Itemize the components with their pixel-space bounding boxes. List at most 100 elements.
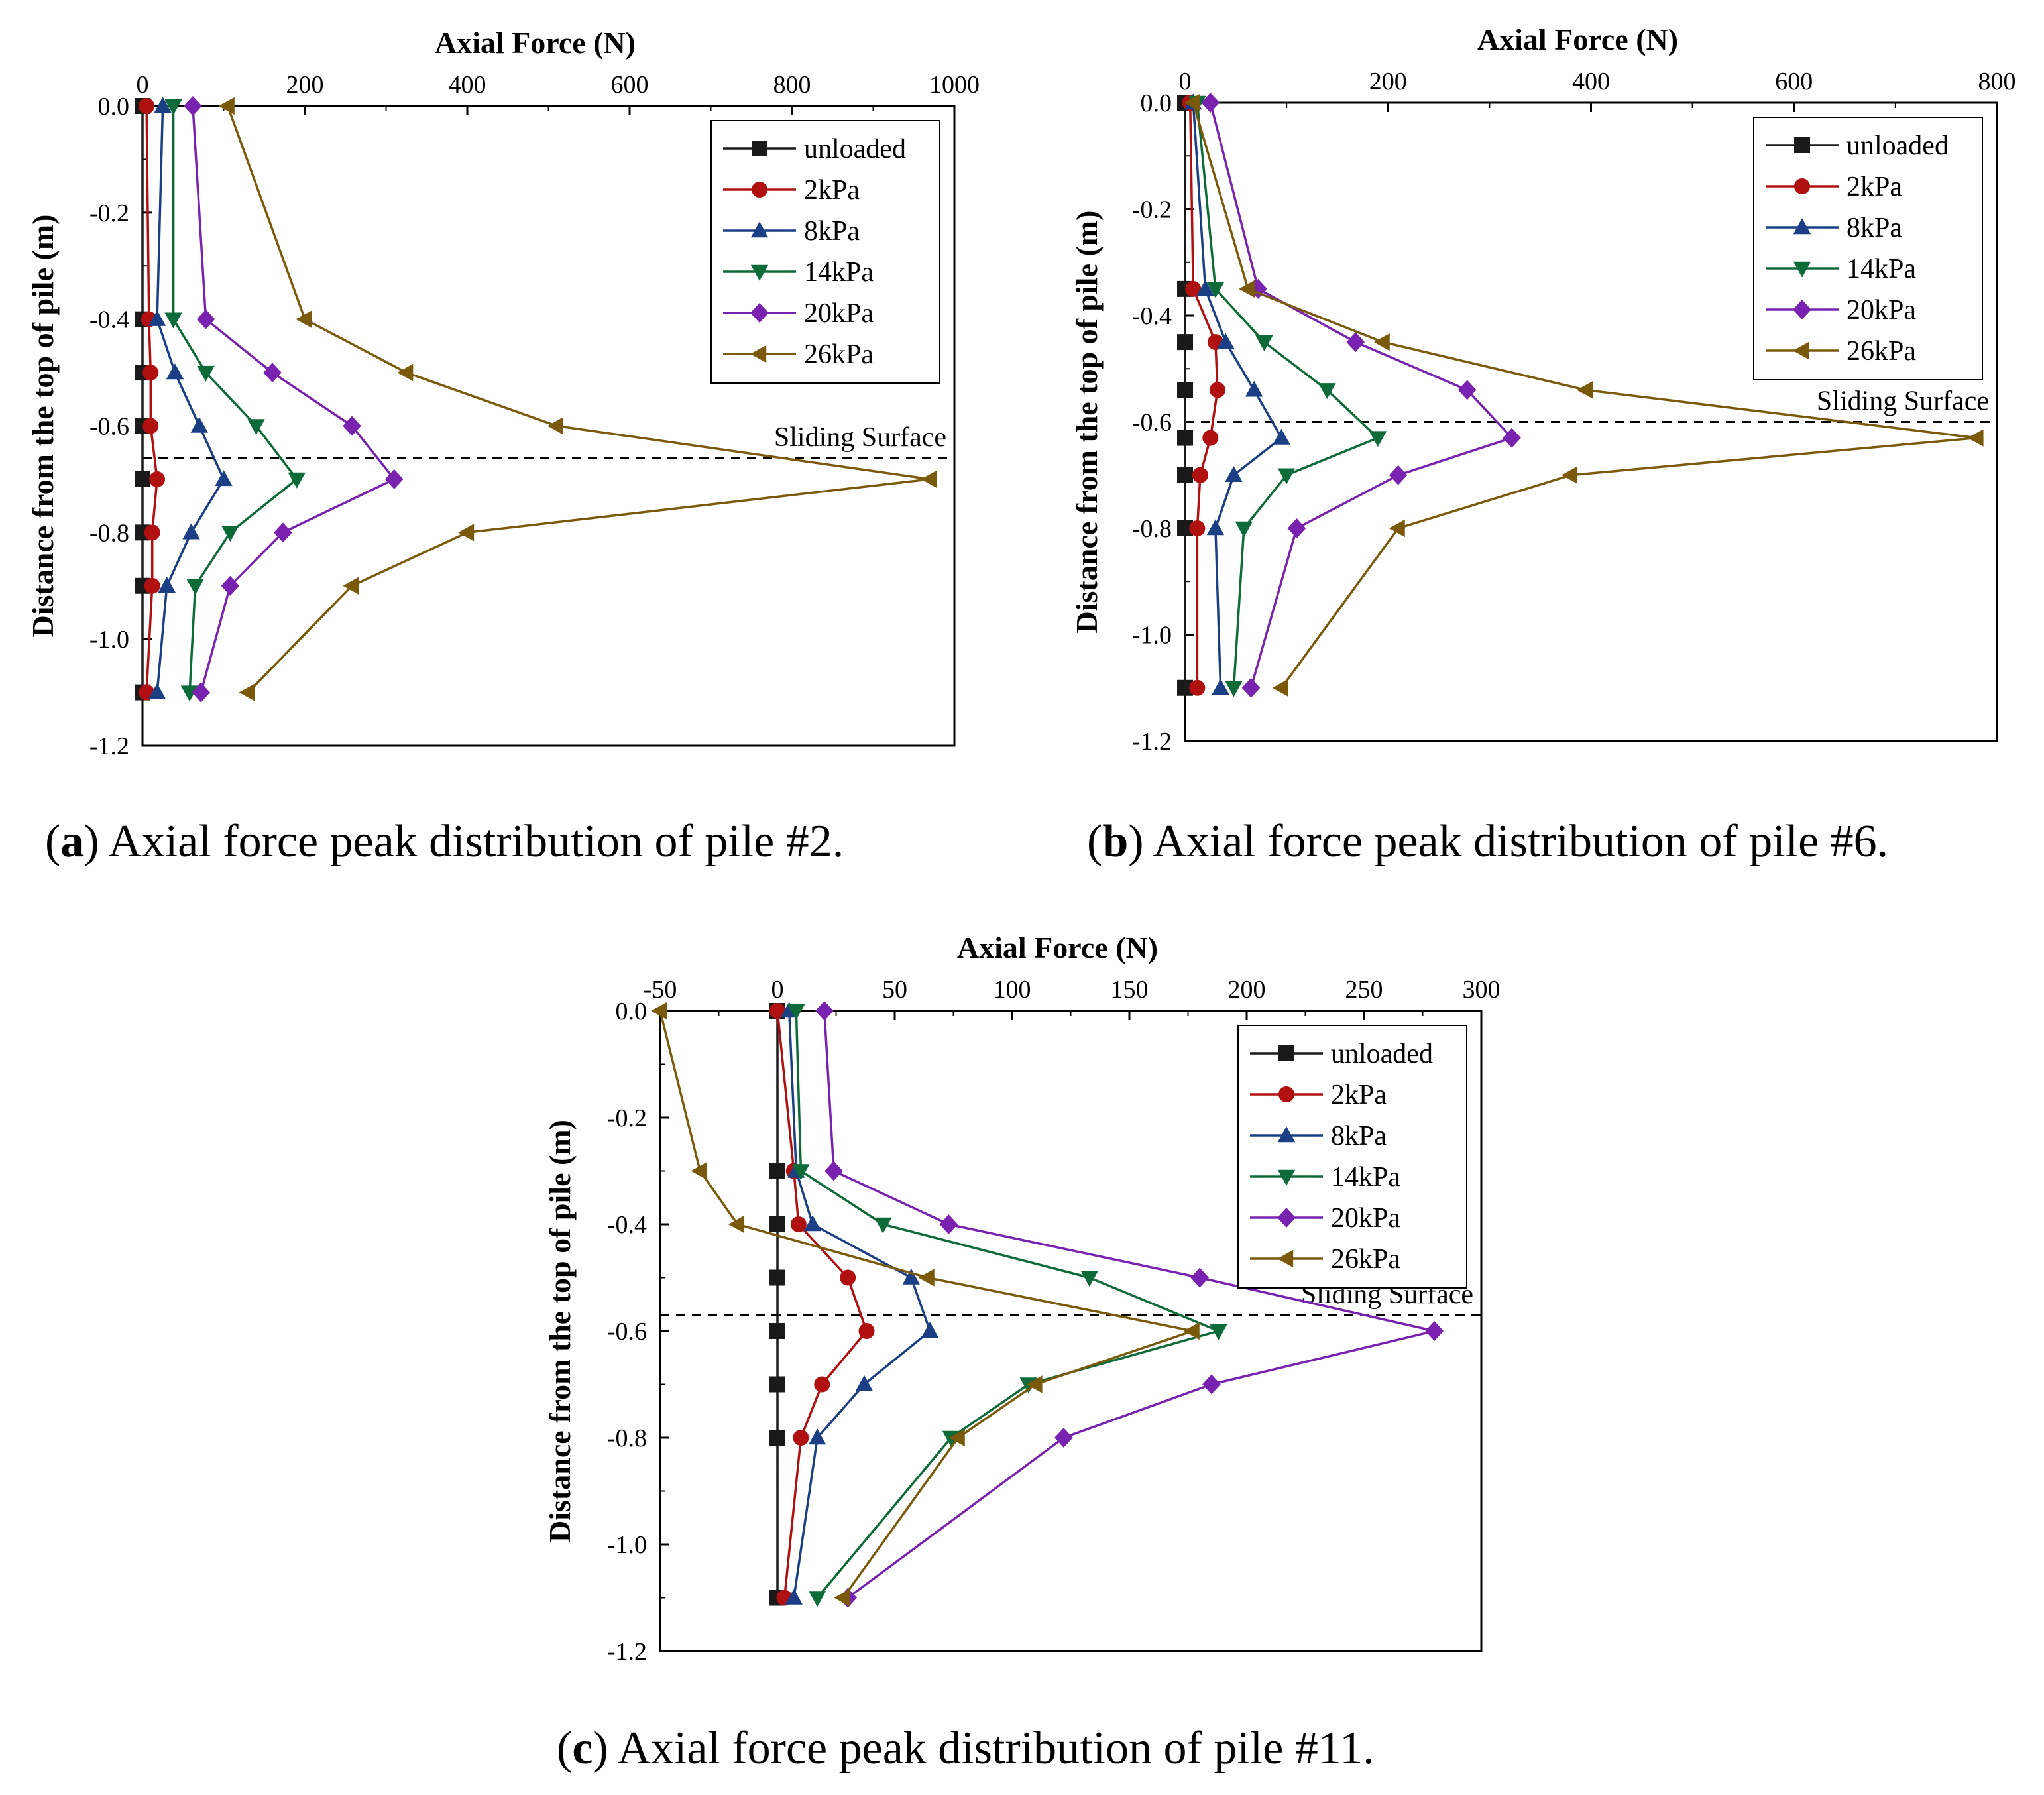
caption-b-text: Axial force peak distribution of pile #6… — [1143, 816, 1889, 867]
chart-a-legend-label-8kPa: 8kPa — [804, 216, 860, 247]
chart-b-legend-marker-2kPa — [1794, 178, 1810, 194]
chart-a-point-2kPa — [144, 577, 160, 594]
chart-c-point-2kPa — [790, 1216, 807, 1232]
chart-a-point-8kPa — [215, 470, 233, 487]
chart-c-point-2kPa — [769, 1003, 785, 1019]
chart-c-y-axis-title: Distance from the top of pile (m) — [543, 1120, 577, 1542]
chart-c-point-20kPa — [939, 1214, 958, 1234]
chart-c-legend-marker-8kPa — [1277, 1126, 1296, 1143]
chart-a-point-20kPa — [196, 309, 215, 329]
chart-b-legend-label-8kPa: 8kPa — [1846, 213, 1902, 243]
chart-b-x-tick-label: 0 — [1179, 68, 1192, 95]
chart-c-legend-label-unloaded: unloaded — [1331, 1039, 1433, 1069]
chart-a-point-26kPa — [239, 683, 255, 701]
chart-b-y-tick-label: -0.6 — [1132, 409, 1172, 437]
chart-b-legend-marker-14kPa — [1793, 261, 1811, 278]
chart-c-point-20kPa — [1054, 1428, 1073, 1448]
chart-a-x-tick-label: 200 — [286, 71, 324, 99]
chart-b-legend-label-14kPa: 14kPa — [1846, 254, 1916, 284]
chart-a-x-tick-label: 400 — [449, 71, 486, 99]
chart-c-legend-marker-2kPa — [1278, 1086, 1294, 1102]
chart-b-point-2kPa — [1189, 520, 1206, 536]
chart-b-point-14kPa — [1206, 282, 1225, 298]
chart-c-y-tick-label: -1.0 — [607, 1531, 647, 1559]
chart-a-point-14kPa — [164, 312, 182, 329]
caption-a-text: Axial force peak distribution of pile #2… — [99, 816, 844, 867]
chart-c-legend-label-2kPa: 2kPa — [1331, 1080, 1387, 1110]
chart-a-x-tick-label: 600 — [611, 71, 649, 99]
chart-a-point-20kPa — [384, 469, 404, 489]
chart-c-y-tick-label: -0.6 — [607, 1318, 647, 1346]
chart-b-legend-marker-26kPa — [1793, 341, 1809, 360]
chart-b-legend-label-unloaded: unloaded — [1846, 131, 1949, 161]
chart-b-y-tick-label: -1.0 — [1132, 622, 1172, 650]
chart-c-point-14kPa — [787, 1004, 805, 1020]
chart-b-point-14kPa — [1369, 431, 1387, 447]
chart-a-series-line-8kPa — [156, 105, 225, 693]
caption-c-open: ( — [557, 1723, 573, 1774]
caption-b: (b) Axial force peak distribution of pil… — [1087, 815, 1888, 868]
chart-b-point-8kPa — [1217, 333, 1235, 349]
chart-a-point-8kPa — [182, 523, 200, 540]
chart-c-legend-marker-20kPa — [1277, 1208, 1296, 1228]
chart-a-point-20kPa — [192, 682, 210, 703]
chart-c-point-2kPa — [858, 1323, 875, 1339]
chart-a-point-20kPa — [221, 575, 240, 596]
chart-a-point-14kPa — [186, 579, 204, 595]
chart-b-y-tick-label: -0.4 — [1132, 302, 1172, 330]
chart-c-x-tick-label: 0 — [771, 976, 784, 1004]
caption-a: (a) Axial force peak distribution of pil… — [45, 815, 844, 868]
chart-c-y-tick-label: -0.8 — [607, 1424, 647, 1452]
chart-c-y-tick-label: -0.4 — [607, 1211, 647, 1239]
chart-b-legend-label-2kPa: 2kPa — [1846, 172, 1902, 202]
chart-a-point-20kPa — [274, 522, 292, 543]
chart-c-point-14kPa — [1210, 1324, 1227, 1340]
chart-a-series-line-20kPa — [192, 105, 396, 693]
chart-c-point-14kPa — [792, 1164, 810, 1181]
chart-b-point-26kPa — [1373, 333, 1390, 351]
chart-c-point-14kPa — [874, 1217, 892, 1234]
chart-c-point-26kPa — [948, 1428, 965, 1447]
chart-c-point-8kPa — [902, 1268, 920, 1285]
chart-b-series-line-26kPa — [1192, 102, 1978, 689]
chart-b-point-20kPa — [1287, 518, 1306, 538]
chart-b-series-line-20kPa — [1209, 102, 1513, 689]
chart-b-legend-box — [1753, 117, 1983, 380]
chart-b-legend-marker-20kPa — [1793, 300, 1811, 319]
chart-c-legend-label-14kPa: 14kPa — [1331, 1162, 1400, 1192]
chart-c-point-unloaded — [769, 1376, 785, 1393]
chart-a-legend-marker-26kPa — [750, 345, 767, 363]
chart-c-point-14kPa — [808, 1591, 826, 1607]
chart-b-point-unloaded — [1177, 334, 1193, 351]
chart-c-x-tick-label: 300 — [1463, 976, 1501, 1004]
chart-c-x-tick-label: 250 — [1345, 976, 1383, 1004]
chart-c-series-line-26kPa — [659, 1010, 1194, 1599]
chart-c-point-26kPa — [651, 1002, 667, 1020]
chart-c-point-8kPa — [855, 1375, 874, 1391]
chart-a-point-14kPa — [180, 685, 199, 702]
chart-c-point-2kPa — [814, 1376, 830, 1393]
chart-b-point-26kPa — [1272, 679, 1288, 697]
chart-c-point-26kPa — [1183, 1322, 1200, 1340]
chart-b-point-8kPa — [1225, 465, 1243, 482]
chart-a-y-tick-label: -0.4 — [89, 306, 129, 334]
chart-a-y-tick-label: 0.0 — [98, 93, 130, 121]
chart-b-point-2kPa — [1202, 430, 1219, 446]
chart-a-legend-label-20kPa: 20kPa — [804, 298, 874, 329]
chart-c-series-line-14kPa — [795, 1010, 1220, 1599]
chart-b-x-axis-title: Axial Force (N) — [1477, 23, 1678, 56]
chart-a-point-26kPa — [458, 524, 475, 542]
chart-b-sliding-surface-label: Sliding Surface — [1817, 386, 1989, 417]
chart-a-series-line-2kPa — [145, 105, 158, 693]
chart-b-legend-marker-unloaded — [1794, 137, 1810, 153]
chart-c-point-26kPa — [834, 1589, 850, 1607]
chart-b-point-14kPa — [1277, 468, 1296, 485]
caption-c-text: Axial force peak distribution of pile #1… — [608, 1723, 1375, 1774]
chart-c-point-unloaded — [769, 1269, 785, 1286]
chart-b-point-26kPa — [1577, 381, 1593, 399]
chart-c-legend-box — [1237, 1025, 1467, 1289]
chart-c-legend-marker-14kPa — [1277, 1169, 1296, 1186]
chart-c-y-tick-label: -1.2 — [607, 1638, 647, 1666]
chart-b-y-tick-label: -0.2 — [1132, 196, 1172, 224]
